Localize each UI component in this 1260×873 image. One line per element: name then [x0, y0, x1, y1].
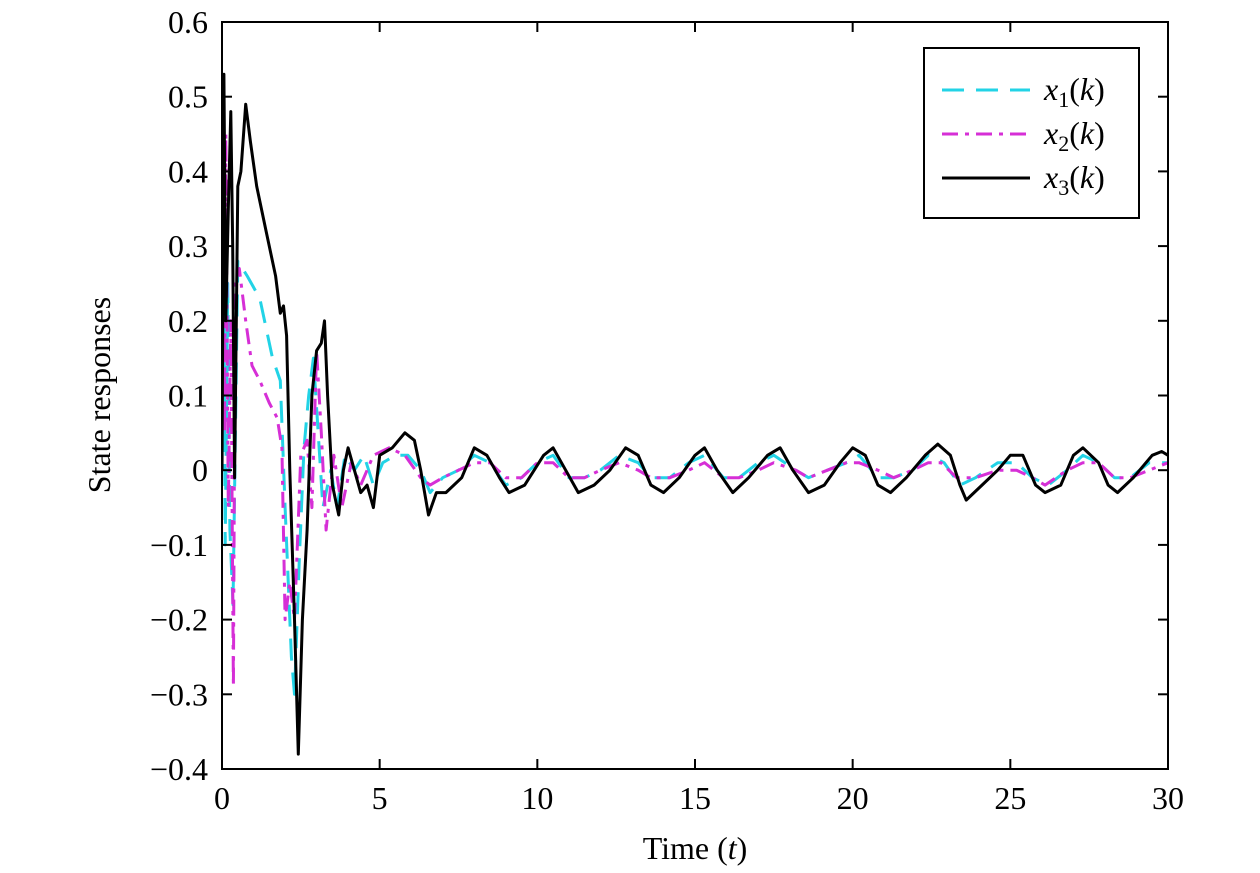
legend-box [923, 47, 1140, 219]
x-axis-title-prefix: Time ( [643, 830, 728, 866]
x-tick-label: 5 [372, 780, 388, 816]
y-tick-label: 0.3 [168, 228, 208, 264]
x-tick-label: 30 [1152, 780, 1184, 816]
x-axis-title: Time (t) [643, 830, 748, 866]
y-axis: −0.4 −0.3 −0.2 −0.1 0 0.1 0.2 0.3 0.4 0.5 0.6 [150, 4, 1168, 787]
x-axis-title-suffix: ) [737, 830, 748, 866]
y-axis-title: State responses [81, 297, 117, 493]
x-axis: 0 5 10 15 20 25 30 [214, 22, 1184, 816]
series-line-x1 [222, 244, 1168, 696]
x-tick-label: 25 [994, 780, 1026, 816]
y-tick-label: 0.1 [168, 378, 208, 414]
x-tick-label: 15 [679, 780, 711, 816]
x-tick-label: 0 [214, 780, 230, 816]
y-tick-label: −0.2 [150, 602, 208, 638]
x-tick-label: 20 [837, 780, 869, 816]
x-axis-title-var: t [728, 830, 738, 866]
legend: x1(k)x2(k)x3(k) [923, 47, 1140, 219]
y-tick-label: 0.4 [168, 153, 208, 189]
y-tick-label: −0.4 [150, 751, 208, 787]
y-tick-label: −0.3 [150, 676, 208, 712]
legend-label-x1: x1(k) [1043, 71, 1105, 112]
y-tick-label: 0.6 [168, 4, 208, 40]
legend-label-x3: x3(k) [1043, 159, 1105, 200]
x-tick-label: 10 [521, 780, 553, 816]
y-tick-label: 0.2 [168, 303, 208, 339]
series-line-x3 [222, 72, 1168, 756]
series-line-x2 [222, 95, 1168, 689]
y-tick-label: −0.1 [150, 527, 208, 563]
legend-label-x2: x2(k) [1043, 115, 1105, 156]
y-tick-label: 0 [192, 452, 208, 488]
series-layer [222, 72, 1168, 756]
y-tick-label: 0.5 [168, 79, 208, 115]
